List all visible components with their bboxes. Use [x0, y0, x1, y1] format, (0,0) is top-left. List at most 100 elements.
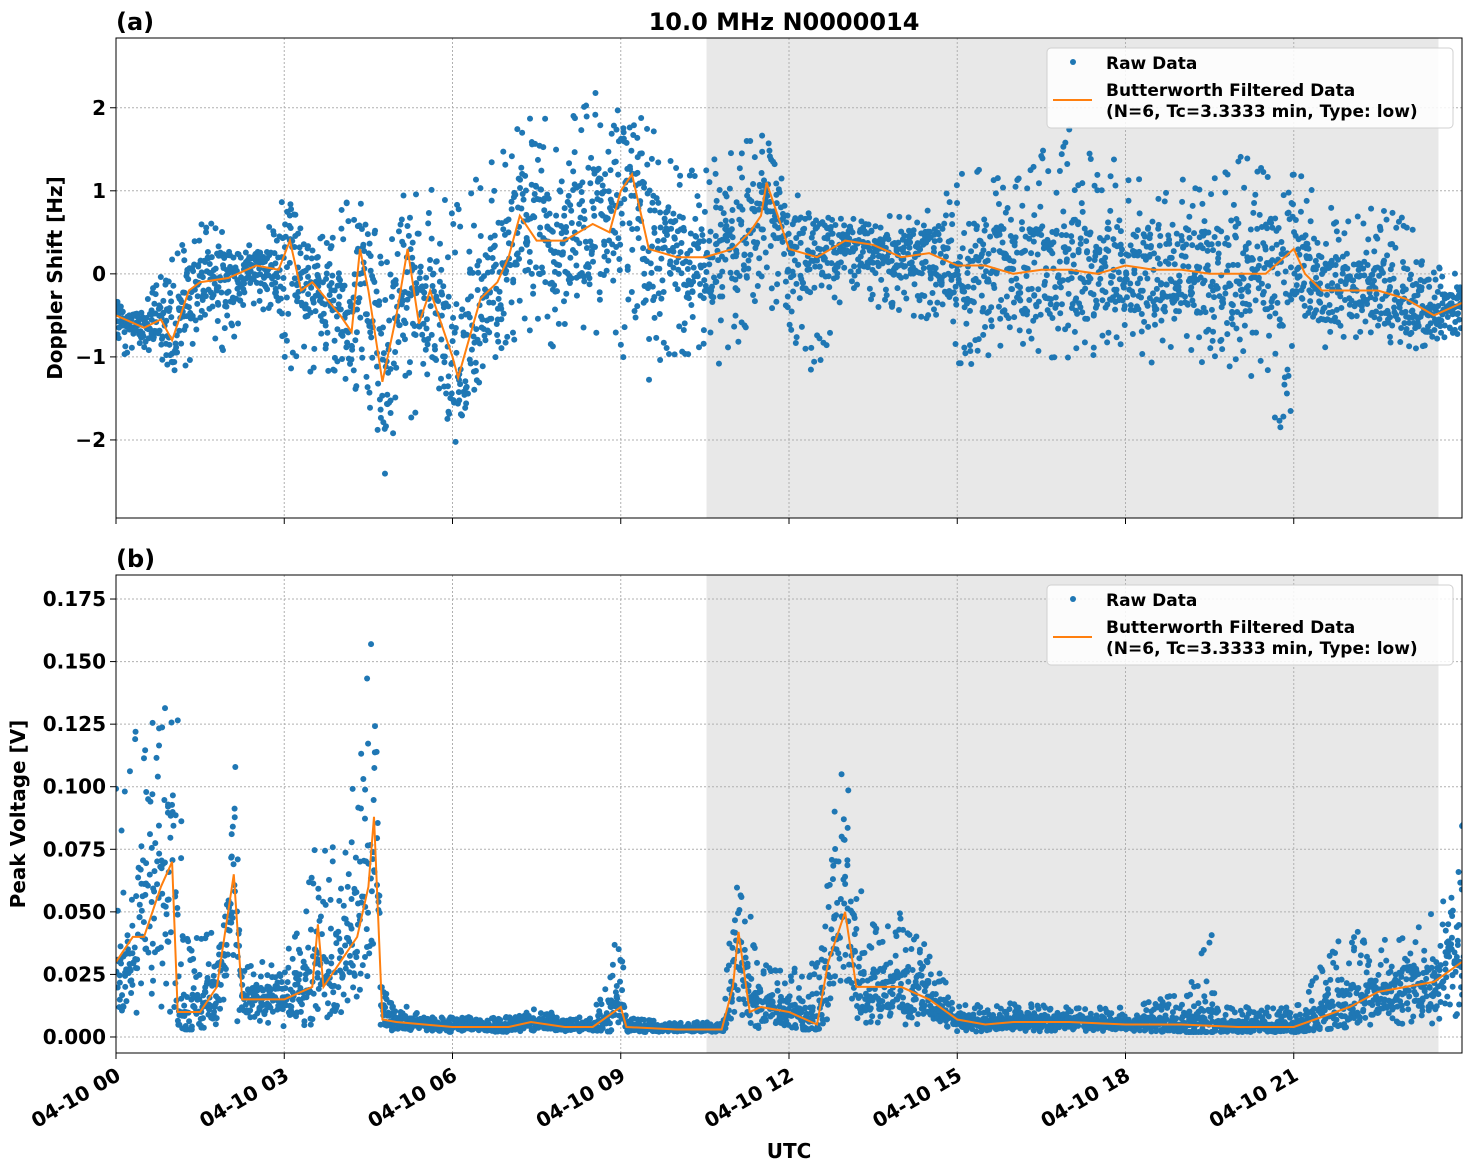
raw-data-point	[562, 205, 568, 211]
raw-data-point	[119, 828, 125, 834]
raw-data-point	[597, 289, 603, 295]
raw-data-point	[211, 973, 217, 979]
raw-data-point	[1406, 343, 1412, 349]
panel-a-doppler: (a) 10.0 MHz N0000014 Doppler Shift [Hz]…	[43, 8, 1467, 524]
raw-data-point	[120, 890, 126, 896]
raw-data-point	[620, 221, 626, 227]
raw-data-point	[311, 365, 317, 371]
raw-data-point	[1079, 309, 1085, 315]
raw-data-point	[750, 292, 756, 298]
raw-data-point	[774, 281, 780, 287]
raw-data-point	[721, 210, 727, 216]
raw-data-point	[498, 345, 504, 351]
raw-data-point	[178, 818, 184, 824]
raw-data-point	[457, 224, 463, 230]
raw-data-point	[1196, 264, 1202, 270]
raw-data-point	[280, 275, 286, 281]
raw-data-point	[1233, 356, 1239, 362]
raw-data-point	[476, 380, 482, 386]
raw-data-point	[1036, 180, 1042, 186]
raw-data-point	[1116, 269, 1122, 275]
raw-data-point	[955, 272, 961, 278]
raw-data-point	[878, 277, 884, 283]
raw-data-point	[851, 263, 857, 269]
raw-data-point	[1011, 314, 1017, 320]
raw-data-point	[1004, 294, 1010, 300]
raw-data-point	[980, 332, 986, 338]
raw-data-point	[1208, 191, 1214, 197]
raw-data-point	[628, 148, 634, 154]
raw-data-point	[352, 337, 358, 343]
raw-data-point	[273, 289, 279, 295]
raw-data-point	[600, 183, 606, 189]
raw-data-point	[1231, 202, 1237, 208]
raw-data-point	[475, 287, 481, 293]
raw-data-point	[145, 949, 151, 955]
raw-data-point	[1084, 250, 1090, 256]
raw-data-point	[776, 186, 782, 192]
raw-data-point	[664, 345, 670, 351]
raw-data-point	[943, 245, 949, 251]
raw-data-point	[1065, 323, 1071, 329]
raw-data-point	[621, 129, 627, 135]
raw-data-point	[700, 238, 706, 244]
raw-data-point	[730, 234, 736, 240]
raw-data-point	[1360, 220, 1366, 226]
raw-data-point	[141, 755, 147, 761]
raw-data-point	[347, 922, 353, 928]
raw-data-point	[1224, 331, 1230, 337]
raw-data-point	[471, 387, 477, 393]
raw-data-point	[653, 335, 659, 341]
raw-data-point	[1400, 259, 1406, 265]
raw-data-point	[719, 294, 725, 300]
raw-data-point	[345, 935, 351, 941]
raw-data-point	[132, 736, 138, 742]
raw-data-point	[384, 392, 390, 398]
raw-data-point	[1026, 297, 1032, 303]
raw-data-point	[1097, 276, 1103, 282]
raw-data-point	[786, 231, 792, 237]
raw-data-point	[1105, 219, 1111, 225]
raw-data-point	[1076, 247, 1082, 253]
raw-data-point	[1260, 291, 1266, 297]
raw-data-point	[324, 330, 330, 336]
raw-data-point	[315, 886, 321, 892]
raw-data-point	[811, 285, 817, 291]
raw-data-point	[1152, 322, 1158, 328]
raw-data-point	[746, 257, 752, 263]
raw-data-point	[1151, 312, 1157, 318]
raw-data-point	[230, 824, 236, 830]
raw-data-point	[716, 361, 722, 367]
raw-data-point	[282, 332, 288, 338]
raw-data-point	[1241, 185, 1247, 191]
raw-data-point	[346, 871, 352, 877]
raw-data-point	[817, 264, 823, 270]
raw-data-point	[424, 371, 430, 377]
raw-data-point	[475, 270, 481, 276]
raw-data-point	[1060, 209, 1066, 215]
raw-data-point	[1078, 235, 1084, 241]
raw-data-point	[959, 171, 965, 177]
raw-data-point	[189, 1023, 195, 1029]
raw-data-point	[1288, 264, 1294, 270]
raw-data-point	[1225, 172, 1231, 178]
raw-data-point	[713, 233, 719, 239]
raw-data-point	[181, 257, 187, 263]
raw-data-point	[719, 284, 725, 290]
raw-data-point	[566, 160, 572, 166]
raw-data-point	[1068, 233, 1074, 239]
raw-data-point	[367, 241, 373, 247]
raw-data-point	[584, 245, 590, 251]
raw-data-point	[318, 331, 324, 337]
raw-data-point	[1144, 300, 1150, 306]
raw-data-point	[493, 262, 499, 268]
raw-data-point	[735, 339, 741, 345]
raw-data-point	[369, 355, 375, 361]
raw-data-point	[1280, 414, 1286, 420]
raw-data-point	[979, 293, 985, 299]
raw-data-point	[744, 275, 750, 281]
raw-data-point	[812, 240, 818, 246]
raw-data-point	[583, 103, 589, 109]
raw-data-point	[498, 316, 504, 322]
raw-data-point	[420, 361, 426, 367]
